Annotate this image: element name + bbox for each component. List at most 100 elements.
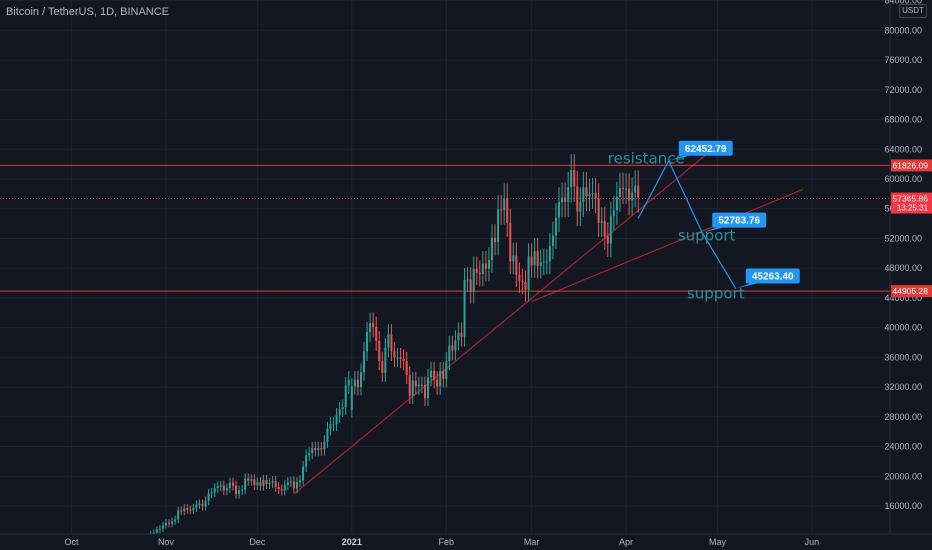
callout-box (678, 140, 733, 156)
candle (451, 335, 454, 361)
candle (558, 187, 561, 232)
candle (225, 483, 228, 496)
candle-body (326, 428, 329, 442)
symbol-title[interactable]: Bitcoin / TetherUS, 1D, BINANCE (6, 6, 170, 18)
candle-body (375, 326, 378, 342)
candle (302, 461, 305, 486)
candle-body (250, 479, 253, 481)
candle-body (329, 424, 332, 429)
candle-body (585, 187, 588, 197)
price-tick-label: 76000.00 (884, 55, 922, 65)
candle-body (192, 507, 195, 511)
candle (344, 377, 347, 415)
candle (387, 324, 390, 358)
candle (454, 330, 457, 361)
candle-body (399, 357, 402, 359)
candle (228, 477, 231, 493)
candle-body (381, 361, 384, 373)
candle-body (451, 345, 454, 351)
candle-body (158, 528, 161, 530)
candle (625, 173, 628, 204)
candle-body (530, 256, 533, 266)
candle-body (308, 453, 311, 456)
candle (445, 351, 448, 388)
candle (433, 361, 436, 389)
price-tick-label: 80000.00 (884, 25, 922, 35)
candle (216, 481, 219, 493)
candle (448, 335, 451, 371)
candle (396, 347, 399, 367)
candle-body (414, 380, 417, 387)
candle-body (204, 500, 207, 507)
candle (481, 251, 484, 287)
candle-body (515, 255, 518, 275)
candle-body (445, 361, 448, 379)
candle-body (356, 379, 359, 388)
candle (329, 417, 332, 436)
candle-body (573, 170, 576, 187)
candle (539, 249, 542, 279)
candle (353, 371, 356, 395)
candle-body (323, 441, 326, 450)
candle (335, 407, 338, 432)
candle-body (372, 323, 375, 327)
candle (222, 480, 225, 496)
candle-body (408, 375, 411, 397)
candle-body (554, 217, 557, 236)
candle (634, 170, 637, 208)
currency-button[interactable]: USDT (899, 4, 927, 18)
candle-body (588, 193, 591, 197)
candle-body (463, 280, 466, 337)
candle (612, 195, 615, 231)
candle (585, 171, 588, 212)
candle (171, 517, 174, 528)
candle-body (469, 279, 472, 292)
candle (183, 504, 186, 516)
candle (292, 476, 295, 494)
price-tag-background (891, 159, 932, 172)
time-tick-label: Apr (619, 537, 633, 547)
price-axis-background (890, 0, 932, 534)
time-tick-label: May (709, 537, 727, 547)
candle-body (177, 510, 180, 520)
candle (637, 170, 640, 213)
candle (457, 322, 460, 351)
candle (484, 251, 487, 282)
candle-body (350, 386, 353, 411)
candle-body (378, 341, 381, 362)
candle (250, 474, 253, 486)
candle-body (512, 255, 515, 262)
candle-body (618, 187, 621, 197)
candle (378, 331, 381, 371)
candle (256, 477, 259, 491)
price-callout: 52783.76 (702, 212, 767, 233)
candle-body (311, 448, 314, 454)
candle (615, 181, 618, 225)
candle (174, 515, 177, 525)
candle-body (216, 486, 219, 489)
candle-body (402, 358, 405, 362)
candle-body (442, 370, 445, 379)
price-tick-label: 64000.00 (884, 144, 922, 154)
candle (244, 473, 247, 495)
candle (545, 248, 548, 275)
callout-pointer (735, 283, 757, 289)
candle (554, 203, 557, 250)
price-tick-label: 60000.00 (884, 174, 922, 184)
candle-body (582, 187, 585, 203)
price-axis[interactable]: 84000.00 80000.00 76000.00 72000.00 68000.00… (884, 0, 932, 534)
candle (195, 500, 198, 512)
candle (494, 224, 497, 256)
candle-body (423, 384, 426, 399)
candle (463, 267, 466, 347)
candle (506, 183, 509, 237)
time-axis[interactable]: Oct Nov Dec 2021 Feb Mar Apr May Jun (0, 533, 932, 550)
candle (430, 361, 433, 387)
candle (588, 178, 591, 212)
candle (238, 485, 241, 499)
candle (320, 441, 323, 456)
candle-body (478, 272, 481, 275)
candle (186, 504, 189, 514)
